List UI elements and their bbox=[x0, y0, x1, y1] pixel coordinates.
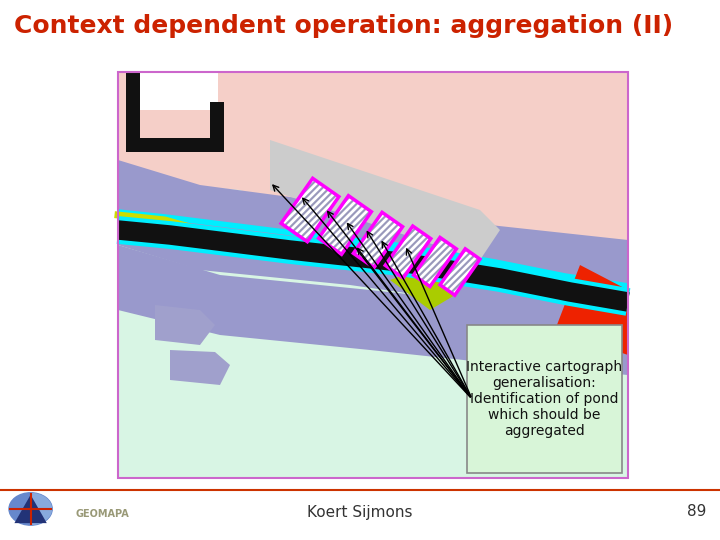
Polygon shape bbox=[413, 238, 456, 287]
Wedge shape bbox=[30, 492, 53, 525]
Circle shape bbox=[9, 492, 53, 525]
Text: Interactive cartograph
generalisation:
Identification of pond
which should be
ag: Interactive cartograph generalisation: I… bbox=[467, 360, 623, 438]
Polygon shape bbox=[319, 195, 372, 254]
Polygon shape bbox=[354, 212, 402, 268]
Polygon shape bbox=[281, 178, 339, 242]
Text: Context dependent operation: aggregation (II): Context dependent operation: aggregation… bbox=[14, 14, 673, 38]
Bar bbox=[210, 102, 224, 152]
Polygon shape bbox=[270, 140, 500, 260]
Polygon shape bbox=[390, 265, 455, 310]
Polygon shape bbox=[118, 160, 628, 320]
Polygon shape bbox=[385, 226, 431, 278]
Text: 89: 89 bbox=[687, 504, 706, 519]
Polygon shape bbox=[440, 249, 480, 295]
Text: Koert Sijmons: Koert Sijmons bbox=[307, 504, 413, 519]
Bar bbox=[126, 138, 221, 152]
Polygon shape bbox=[118, 72, 218, 110]
Bar bbox=[467, 325, 622, 473]
Text: GEOMAPA: GEOMAPA bbox=[75, 509, 129, 519]
Polygon shape bbox=[170, 350, 230, 385]
Polygon shape bbox=[14, 495, 47, 523]
Polygon shape bbox=[118, 245, 628, 375]
Bar bbox=[118, 72, 628, 478]
Polygon shape bbox=[118, 72, 628, 270]
Bar bbox=[126, 72, 140, 150]
Bar bbox=[118, 72, 628, 478]
Polygon shape bbox=[555, 265, 628, 355]
Polygon shape bbox=[155, 305, 215, 345]
